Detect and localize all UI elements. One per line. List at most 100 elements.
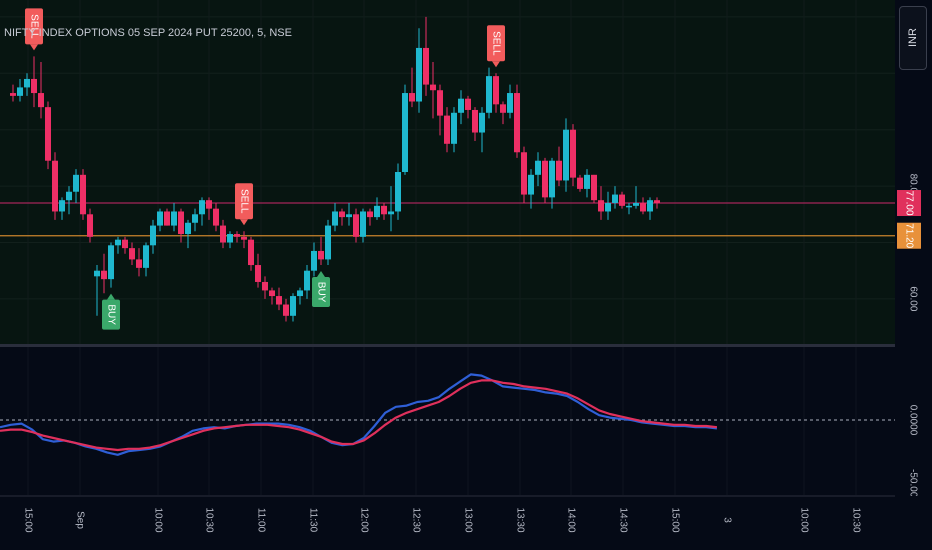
candle-body bbox=[654, 200, 660, 204]
candle-body bbox=[500, 104, 506, 113]
candle-body bbox=[38, 93, 44, 108]
candle bbox=[318, 236, 324, 266]
candle-body bbox=[339, 211, 345, 218]
candles bbox=[10, 16, 660, 322]
candle bbox=[402, 84, 408, 175]
candle-body bbox=[185, 222, 191, 235]
candle-body bbox=[164, 211, 170, 226]
candle-body bbox=[612, 194, 618, 204]
candle bbox=[437, 84, 443, 136]
candle bbox=[514, 84, 520, 158]
candle-body bbox=[486, 76, 492, 113]
candle bbox=[234, 231, 240, 243]
pane-separator[interactable] bbox=[0, 344, 932, 347]
candle bbox=[388, 186, 394, 232]
candle-body bbox=[514, 93, 520, 153]
candle bbox=[423, 16, 429, 96]
candle-body bbox=[409, 93, 415, 102]
candle bbox=[381, 203, 387, 220]
candle bbox=[94, 265, 100, 316]
grid-lines bbox=[0, 16, 895, 300]
price-label-text: 71.20 bbox=[903, 223, 914, 248]
price-tick-label: 80.00 bbox=[907, 174, 918, 199]
candle-body bbox=[535, 160, 541, 175]
candle-body bbox=[423, 47, 429, 85]
price-axis-bg bbox=[895, 0, 932, 550]
candle bbox=[374, 197, 380, 220]
candle bbox=[360, 208, 366, 243]
signal-pointer bbox=[240, 219, 248, 226]
buy-signal: BUY bbox=[102, 293, 120, 330]
candle-body bbox=[556, 160, 562, 181]
signal-badge bbox=[25, 8, 43, 45]
signal-badge bbox=[102, 299, 120, 330]
signal-pointer bbox=[492, 61, 500, 68]
time-axis[interactable]: 15:00 Sep 10:00 10:30 11:00 11:30 12:00 12:30 13… bbox=[0, 495, 932, 550]
candle-body bbox=[297, 290, 303, 297]
candle bbox=[10, 84, 16, 102]
candle bbox=[577, 174, 583, 192]
candle bbox=[472, 107, 478, 141]
oscillator-tick-label: 0.0000 bbox=[907, 405, 918, 436]
candle-body bbox=[87, 214, 93, 237]
time-tick-label: 14:30 bbox=[617, 507, 628, 532]
signal-badges: SELL BUY SELL BUY SELL bbox=[25, 8, 505, 330]
candle bbox=[528, 169, 534, 209]
candle-body bbox=[584, 174, 590, 189]
candle-body bbox=[325, 225, 331, 260]
candle-body bbox=[80, 174, 86, 215]
currency-button[interactable]: INR bbox=[899, 6, 927, 70]
symbol-title: NIFTY INDEX OPTIONS 05 SEP 2024 PUT 2520… bbox=[4, 27, 292, 39]
candle-body bbox=[444, 115, 450, 144]
candle-body bbox=[199, 200, 205, 215]
candle bbox=[612, 186, 618, 209]
candle-body bbox=[528, 174, 534, 195]
candle-body bbox=[563, 129, 569, 181]
candle-body bbox=[549, 160, 555, 198]
candle-body bbox=[220, 225, 226, 243]
candle-body bbox=[115, 239, 121, 246]
candle-body bbox=[234, 234, 240, 237]
candle bbox=[549, 157, 555, 209]
candle bbox=[213, 203, 219, 232]
price-tick-label: 60.00 bbox=[907, 286, 918, 311]
candle bbox=[297, 287, 303, 305]
candle-body bbox=[45, 107, 51, 161]
signal-pointer bbox=[30, 44, 38, 51]
candle bbox=[654, 197, 660, 209]
oscillator-tick-label: -50.000 bbox=[907, 469, 918, 503]
candle-body bbox=[31, 78, 37, 94]
candle bbox=[283, 298, 289, 322]
candle-body bbox=[388, 211, 394, 215]
signal-pointer bbox=[107, 293, 115, 300]
candle bbox=[73, 169, 79, 204]
candle-body bbox=[353, 214, 359, 237]
candle bbox=[591, 174, 597, 204]
signal-label: SELL bbox=[28, 14, 39, 39]
candle-body bbox=[248, 239, 254, 266]
candle bbox=[262, 276, 268, 299]
candle-body bbox=[318, 250, 324, 260]
candle bbox=[122, 236, 128, 254]
candle bbox=[59, 197, 65, 220]
candle bbox=[458, 90, 464, 125]
candle bbox=[395, 163, 401, 220]
candle-body bbox=[402, 93, 408, 172]
price-axis[interactable]: 80.00 60.00 77.00 71.20 0.0000 -50.000 bbox=[895, 0, 932, 550]
candle-body bbox=[395, 172, 401, 212]
candle bbox=[584, 169, 590, 198]
candle bbox=[192, 208, 198, 232]
candle-body bbox=[108, 245, 114, 280]
time-tick-label: 10:00 bbox=[798, 507, 809, 532]
signal-badge bbox=[235, 183, 253, 220]
candle-body bbox=[59, 200, 65, 212]
sell-signal: SELL bbox=[487, 25, 505, 68]
candle-body bbox=[381, 205, 387, 215]
candle-body bbox=[521, 152, 527, 195]
candle bbox=[640, 197, 646, 215]
candle-body bbox=[129, 248, 135, 260]
candle bbox=[353, 208, 359, 243]
candle bbox=[290, 293, 296, 322]
candle-body bbox=[24, 78, 30, 88]
